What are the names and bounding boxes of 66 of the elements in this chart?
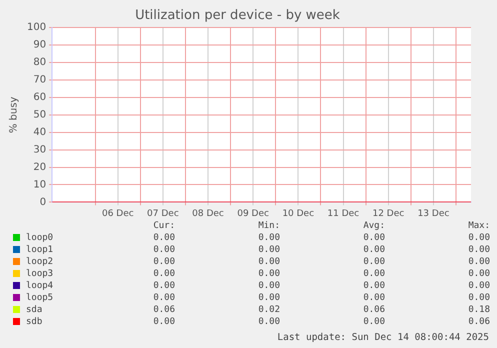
y-axis-title: % busy [8,96,20,134]
text: 0.00 [152,256,175,268]
text: 0.00 [467,268,490,280]
y-tick-label: 90 [33,40,46,51]
text: 0.00 [362,268,385,280]
y-tick-label: 60 [33,92,46,104]
text: 0.00 [362,232,385,244]
text: 0.06 [362,304,385,316]
y-tick-label: 0 [40,196,46,208]
x-tick-label: 11 Dec [327,208,360,219]
text: 0.00 [257,256,280,268]
legend-label: loop4 [26,280,54,290]
y-tick-label: 80 [33,57,46,68]
text: 0.02 [257,304,280,316]
legend-label: loop2 [26,256,54,266]
x-tick-label: 10 Dec [282,208,314,219]
y-tick-label: 20 [33,162,46,173]
legend-label: loop3 [26,268,54,278]
text: 0.00 [362,244,385,256]
text: Avg: [362,220,385,232]
text: Last update: Sun Dec 14 08:00:44 2025 [277,332,489,343]
chart-title: Utilization per device - by week [135,8,340,24]
text: 0.00 [257,280,280,292]
text: 0.00 [362,280,385,292]
text: 0.00 [467,280,490,292]
text: Cur: [152,220,175,232]
legend-label: sda [26,304,42,314]
x-tick-label: 09 Dec [237,208,270,219]
y-tick-label: 50 [33,109,46,120]
legend-label: loop0 [26,232,54,242]
text: 0.00 [467,232,490,244]
text: 0.18 [467,304,490,316]
text: Max: [467,220,490,232]
y-tick-label: 100 [26,22,46,34]
text: 0.00 [362,256,385,268]
legend-label: sdb [26,316,42,326]
text: 0.00 [362,292,385,304]
y-tick-label: 40 [33,126,46,138]
x-tick-label: 06 Dec [102,208,134,219]
text: 0.00 [467,256,490,268]
text: 0.00 [467,244,490,256]
text: 0.00 [152,268,175,280]
y-tick-label: 10 [33,179,46,190]
text: 0.00 [257,292,280,304]
text: 0.06 [152,304,175,316]
text: 0.00 [152,244,175,256]
text: 0.00 [152,292,175,304]
text: 0.00 [257,316,280,328]
legend-label: loop5 [26,292,54,302]
x-tick-label: 12 Dec [372,208,404,219]
text: 0.00 [257,232,280,244]
x-tick-label: 08 Dec [192,208,224,219]
text: 0.00 [362,316,385,328]
y-tick-label: 30 [33,144,46,156]
y-tick-label: 70 [33,74,46,86]
text: 0.06 [467,316,490,328]
text: 0.00 [257,268,280,280]
text: 0.00 [152,232,175,244]
text: 0.00 [152,316,175,328]
text: 0.00 [152,280,175,292]
text: 0.00 [257,244,280,256]
x-tick-label: 07 Dec [147,208,179,219]
text: Min: [257,220,280,232]
x-tick-label: 13 Dec [418,208,450,219]
legend-label: loop1 [26,244,54,254]
text: 0.00 [467,292,490,304]
